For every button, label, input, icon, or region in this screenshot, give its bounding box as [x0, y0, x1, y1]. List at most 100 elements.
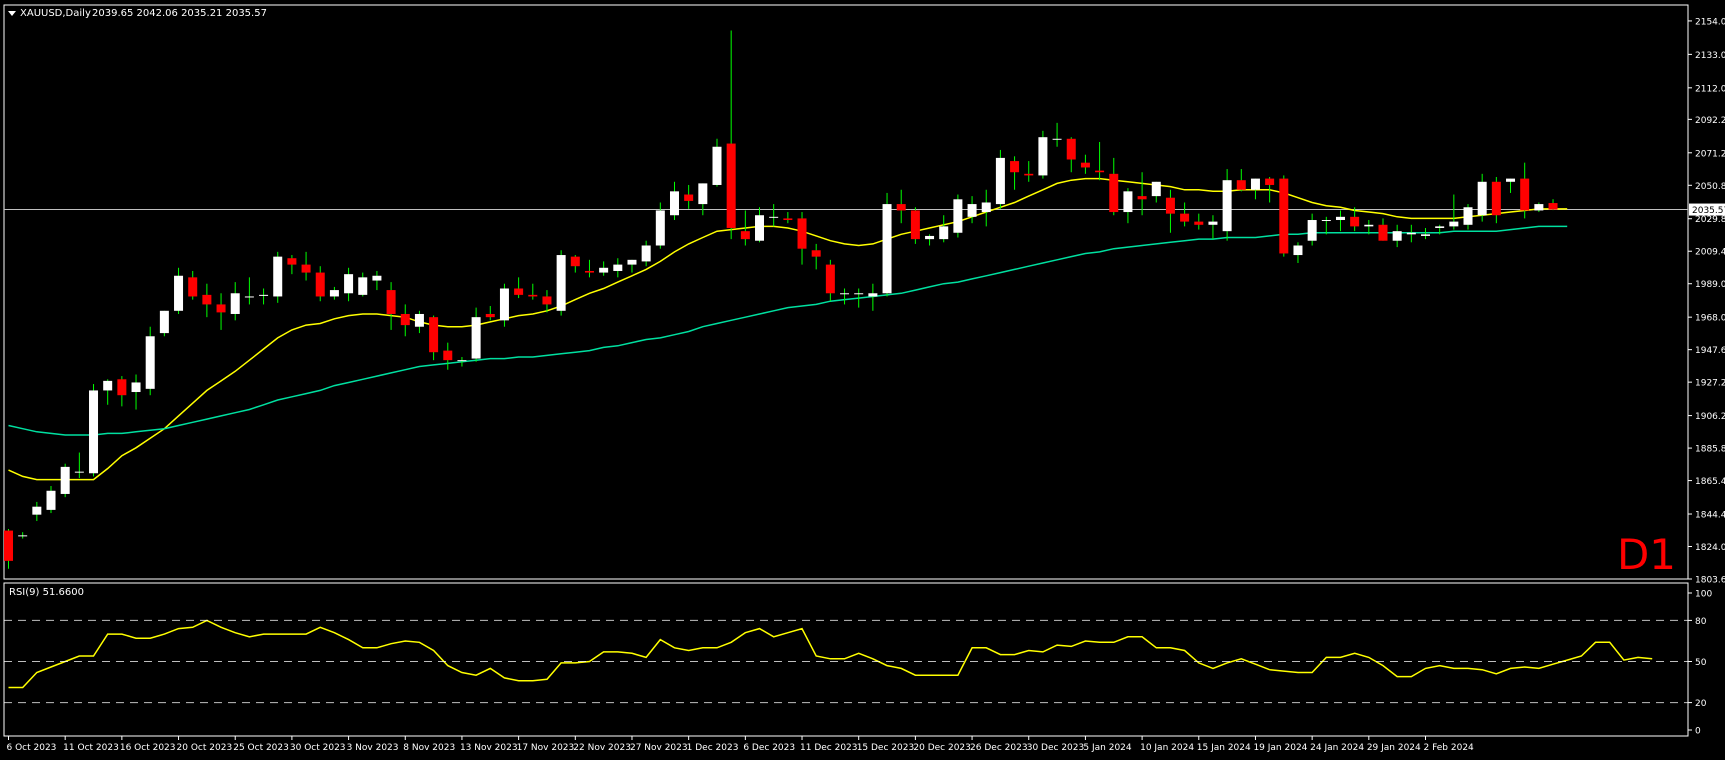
- candle-body: [769, 216, 779, 218]
- candle-body: [414, 313, 424, 327]
- candle-bearish: [1024, 161, 1034, 182]
- candle-body: [584, 270, 594, 273]
- candle-bullish: [103, 379, 113, 405]
- candle-body: [1293, 245, 1303, 256]
- candle-bullish: [769, 204, 779, 227]
- time-tick-label: 2 Feb 2024: [1424, 743, 1475, 753]
- candle-bullish: [1208, 215, 1218, 240]
- candle-body: [1165, 197, 1175, 214]
- symbol-label: XAUUSD,Daily: [20, 8, 91, 19]
- candle-body: [1208, 221, 1218, 225]
- time-tick-label: 30 Dec 2023: [1027, 743, 1085, 753]
- moving-average-fast-line: [8, 177, 1568, 481]
- time-tick-label: 27 Nov 2023: [630, 743, 688, 753]
- candle-body: [1307, 220, 1317, 241]
- candle-bullish: [613, 258, 623, 278]
- time-tick-label: 19 Jan 2024: [1253, 743, 1307, 753]
- candle-bullish: [1038, 130, 1048, 179]
- candle-bearish: [400, 304, 410, 337]
- candle-body: [117, 379, 127, 396]
- candle-bearish: [216, 293, 226, 330]
- candle-bearish: [315, 266, 325, 302]
- candle-body: [712, 146, 722, 185]
- rsi-tick-label: 100: [1695, 590, 1712, 600]
- candle-body: [882, 204, 892, 294]
- candle-body: [244, 296, 254, 298]
- candle-bearish: [1109, 157, 1119, 216]
- candle-bullish: [259, 288, 269, 305]
- candle-bearish: [726, 30, 736, 240]
- time-tick-label: 22 Nov 2023: [573, 743, 631, 753]
- candle-body: [131, 382, 141, 393]
- time-tick-label: 15 Jan 2024: [1197, 743, 1251, 753]
- candle-body: [1548, 203, 1558, 210]
- candle-body: [287, 258, 297, 265]
- candle-body: [797, 218, 807, 249]
- candle-bullish: [1392, 224, 1402, 248]
- candle-bullish: [1477, 173, 1487, 222]
- candle-bearish: [811, 243, 821, 270]
- candle-bearish: [1378, 218, 1388, 241]
- time-tick-label: 13 Nov 2023: [460, 743, 518, 753]
- candle-bullish: [925, 234, 935, 246]
- rsi-tick-label: 0: [1695, 727, 1701, 737]
- candle-body: [1095, 170, 1105, 173]
- price-tick-label: 2154.00: [1695, 17, 1725, 27]
- candle-body: [967, 204, 977, 217]
- candle-body: [1194, 221, 1204, 225]
- candle-body: [230, 293, 240, 314]
- candle-body: [528, 294, 538, 297]
- price-tick-label: 1803.60: [1695, 576, 1725, 586]
- candle-body: [1066, 138, 1076, 160]
- candle-body: [542, 296, 552, 305]
- candle-bullish: [1506, 178, 1516, 193]
- price-tick-label: 1927.20: [1695, 379, 1725, 389]
- candle-bearish: [202, 283, 212, 318]
- candle-body: [1321, 220, 1331, 222]
- candle-body: [216, 304, 226, 313]
- candle-body: [1137, 196, 1147, 200]
- candle-body: [32, 506, 42, 515]
- candle-body: [1520, 178, 1530, 211]
- ohlc-readout: 2039.65 2042.06 2035.21 2035.57: [92, 8, 267, 19]
- candle-bearish: [1095, 141, 1105, 181]
- candle-body: [1378, 224, 1388, 241]
- candle-body: [372, 275, 382, 281]
- candle-bullish: [712, 138, 722, 187]
- time-tick-label: 16 Oct 2023: [120, 743, 176, 753]
- candle-bearish: [1520, 162, 1530, 219]
- candle-body: [684, 194, 694, 201]
- candle-body: [925, 235, 935, 240]
- triangle-down-icon[interactable]: [8, 11, 16, 16]
- candle-body: [1435, 226, 1445, 228]
- candle-bullish: [1335, 210, 1345, 232]
- candle-body: [669, 191, 679, 216]
- candle-body: [953, 199, 963, 233]
- candle-bearish: [301, 251, 311, 281]
- rsi-tick-label: 20: [1695, 699, 1707, 709]
- candle-bullish: [131, 374, 141, 410]
- candle-bearish: [910, 207, 920, 244]
- candle-body: [301, 264, 311, 273]
- candle-bullish: [1421, 227, 1430, 240]
- time-tick-label: 15 Dec 2023: [857, 743, 915, 753]
- candle-bearish: [386, 282, 396, 330]
- candle-body: [783, 218, 793, 221]
- current-price-label: 2035.57: [1692, 206, 1725, 216]
- candle-body: [273, 256, 283, 297]
- candle-bearish: [429, 315, 439, 361]
- candle-bullish: [556, 250, 566, 316]
- candle-body: [1109, 173, 1119, 213]
- candle-body: [655, 210, 665, 246]
- candle-body: [1265, 178, 1275, 185]
- candle-bullish: [1307, 213, 1317, 246]
- candle-bullish: [32, 501, 42, 522]
- candle-body: [981, 202, 991, 213]
- candle-bullish: [244, 277, 254, 305]
- price-tick-label: 1968.00: [1695, 314, 1725, 324]
- candle-bullish: [414, 310, 424, 334]
- candle-bearish: [1279, 175, 1289, 257]
- candle-bullish: [1321, 216, 1331, 235]
- price-tick-label: 2009.40: [1695, 248, 1725, 258]
